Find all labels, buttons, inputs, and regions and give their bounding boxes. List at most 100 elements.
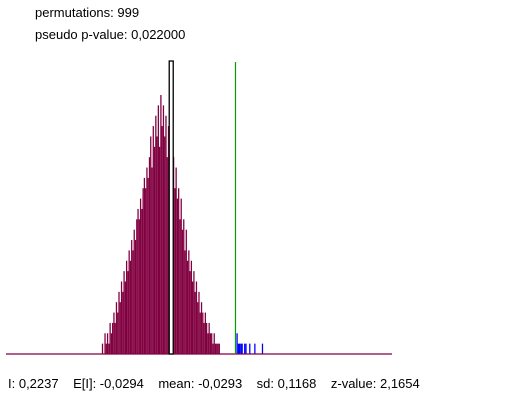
histogram-bar <box>110 333 113 354</box>
histogram-bar <box>205 322 208 354</box>
tail-bar <box>240 343 242 354</box>
histogram-bar <box>118 291 120 354</box>
histogram-bar <box>134 240 137 354</box>
histogram-bar <box>142 188 144 354</box>
histogram-bar <box>195 281 198 354</box>
histogram-bar <box>112 322 114 354</box>
histogram-bar <box>151 167 153 354</box>
histogram-bar <box>159 146 161 354</box>
histogram-bar <box>217 343 219 354</box>
histogram-bar <box>131 240 133 354</box>
histogram-bar <box>146 167 148 354</box>
histogram-bar <box>207 333 209 354</box>
histogram-bar <box>115 302 118 354</box>
histogram-bar <box>143 177 146 354</box>
histogram-bar <box>200 302 203 354</box>
sd-value: sd: 0,1168 <box>256 376 328 391</box>
histogram-bar <box>202 312 204 354</box>
histogram-bar <box>203 322 205 354</box>
histogram-bar <box>139 198 142 354</box>
histogram-bar <box>213 333 215 354</box>
histogram-bar <box>218 343 220 354</box>
histogram-bar <box>124 281 126 354</box>
histogram-bar <box>138 219 140 354</box>
histogram-bar <box>165 115 167 354</box>
moran-i-value: I: 0,2237 <box>8 376 70 391</box>
histogram-bar <box>193 271 195 354</box>
histogram-bar <box>209 333 212 354</box>
expected-i-value: E[I]: -0,0294 <box>73 376 155 391</box>
histogram-bar <box>150 136 152 354</box>
histogram-bar <box>197 302 199 354</box>
histogram-bar <box>192 281 194 354</box>
tail-bar <box>245 343 247 354</box>
histogram-bar <box>123 271 125 354</box>
histogram-bar <box>188 250 190 354</box>
histogram-bar <box>161 126 163 354</box>
histogram-bars <box>101 95 264 354</box>
histogram-bar <box>185 229 187 354</box>
pseudo-p-value-label: pseudo p-value: 0,022000 <box>35 27 186 42</box>
histogram-bar <box>164 136 166 354</box>
histogram-bar <box>190 260 193 354</box>
tail-bar <box>249 343 251 354</box>
histogram-bar <box>147 177 149 354</box>
histogram-bar <box>153 146 156 354</box>
histogram-bar <box>132 250 134 354</box>
histogram-bar <box>101 343 104 354</box>
histogram-bar <box>155 115 157 354</box>
histogram-bar <box>179 219 181 354</box>
permutations-label: permutations: 999 <box>35 5 140 20</box>
histogram-bar <box>114 322 116 354</box>
histogram-bar <box>181 229 184 354</box>
histogram-bar <box>216 343 218 354</box>
histogram-bar <box>104 333 106 354</box>
histogram-bar <box>117 312 119 354</box>
summary-statistics: I: 0,2237 E[I]: -0,0294 mean: -0,0293 sd… <box>8 376 420 391</box>
histogram-bar <box>113 312 115 354</box>
histogram-bar <box>125 260 128 354</box>
tail-bar <box>261 343 264 354</box>
histogram-bar <box>106 333 109 354</box>
histogram-bar <box>199 312 201 354</box>
histogram-bar <box>141 208 143 354</box>
histogram-bar <box>167 126 170 354</box>
histogram-bar <box>186 260 189 354</box>
histogram-bar <box>178 188 180 354</box>
histogram-bar <box>128 250 130 354</box>
tail-bar <box>237 343 239 354</box>
histogram-bar <box>162 105 165 354</box>
tail-bar <box>241 343 243 354</box>
histogram-bar <box>174 188 176 354</box>
histogram-bar <box>198 291 200 354</box>
tail-bar <box>238 343 241 354</box>
histogram-bar <box>136 219 138 354</box>
histogram-bar <box>180 198 182 354</box>
histogram-bar <box>175 167 177 354</box>
histogram-bar <box>148 157 151 354</box>
tail-bar <box>236 333 238 354</box>
histogram-bar <box>214 343 217 354</box>
histogram-bar <box>160 95 162 354</box>
tail-bar <box>244 343 246 354</box>
histogram-bar <box>109 322 111 354</box>
histogram-bar <box>133 229 135 354</box>
histogram-bar <box>122 291 124 354</box>
histogram-bar <box>166 157 168 354</box>
histogram-bar <box>183 219 185 354</box>
histogram-bar <box>157 105 160 354</box>
histogram-bar <box>184 250 186 354</box>
histogram-bar <box>105 343 107 354</box>
histogram-bar <box>176 198 179 354</box>
histogram-bar <box>212 343 214 354</box>
histogram-bar <box>204 312 206 354</box>
histogram-bar <box>145 188 147 354</box>
histogram-bar <box>108 343 110 354</box>
expected-value-marker <box>168 60 174 355</box>
histogram-bar <box>127 271 129 354</box>
z-value: z-value: 2,1654 <box>330 376 420 391</box>
histogram-bar <box>120 281 123 354</box>
mean-value: mean: -0,0293 <box>158 376 254 391</box>
histogram-bar <box>189 271 191 354</box>
